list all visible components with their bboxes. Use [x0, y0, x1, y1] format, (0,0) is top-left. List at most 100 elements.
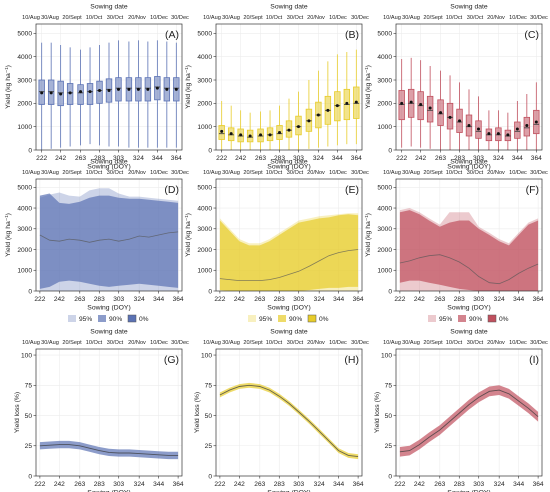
- y-tick-label: 3000: [197, 226, 212, 233]
- legend-label: 90%: [109, 316, 122, 323]
- top-tick-label: 20/Nov: [307, 170, 325, 176]
- box-mean-point: [534, 120, 538, 124]
- series-line-0-percent: [39, 231, 179, 243]
- top-tick-label: 30/Aug: [222, 340, 240, 346]
- x-tick-label: 324: [494, 481, 505, 488]
- x-tick-label: 222: [34, 296, 45, 303]
- top-tick-label: 20/Sept: [243, 170, 263, 176]
- top-tick-label: 10/Aug: [22, 340, 40, 346]
- top-tick-label: 30/Aug: [222, 170, 240, 176]
- y-tick-label: 1000: [17, 124, 32, 131]
- x-tick-label: 303: [293, 296, 304, 303]
- y-tick-label: 5000: [17, 185, 32, 192]
- x-tick-label: 324: [134, 481, 145, 488]
- y-axis-title: Yield (kg ha⁻¹): [5, 213, 12, 257]
- panel-e: 222 242 263 283 303 324 344 364 Sowing (DOY) 0 100…: [185, 159, 369, 324]
- x-tick-label: 324: [314, 296, 325, 303]
- box-mean-point: [409, 100, 413, 104]
- box-mean-point: [307, 119, 311, 123]
- y-axis-title: Yield loss (%): [374, 392, 381, 433]
- box-mean-point: [174, 87, 178, 91]
- x-tick-label: 364: [171, 155, 182, 162]
- top-axis-title: Sowing date: [450, 4, 488, 11]
- top-axis-title: Sowing date: [90, 159, 128, 166]
- y-tick-label: 2000: [197, 247, 212, 254]
- x-tick-label: 344: [513, 481, 524, 488]
- panel-label: (D): [164, 184, 179, 196]
- box-mean-point: [354, 100, 358, 104]
- box-mean-point: [68, 91, 72, 95]
- top-tick-label: 20/Sept: [243, 15, 263, 21]
- box-mean-point: [268, 133, 272, 137]
- top-tick-label: 20/Nov: [487, 15, 505, 21]
- x-axis-title: Sowing (DOY): [87, 305, 130, 312]
- legend-swatch-95: [68, 315, 76, 322]
- box-mean-point: [335, 104, 339, 108]
- legend-label: 95%: [259, 316, 272, 323]
- y-tick-label: 0: [388, 147, 392, 154]
- box-mean-point: [296, 125, 300, 129]
- y-tick-label: 75: [385, 383, 393, 390]
- top-tick-label: 30/Aug: [402, 340, 420, 346]
- y-tick-label: 2000: [17, 247, 32, 254]
- y-tick-label: 0: [208, 147, 212, 154]
- x-tick-label: 283: [94, 155, 105, 162]
- plot-frame: [395, 23, 543, 151]
- y-tick-label: 3000: [377, 226, 392, 233]
- panel-label: (I): [529, 354, 539, 366]
- x-tick-label: 242: [54, 296, 65, 303]
- y-tick-label: 2000: [197, 101, 212, 108]
- box-mean-point: [326, 108, 330, 112]
- plot-frame: [395, 348, 543, 477]
- box-mean-point: [448, 115, 452, 119]
- x-tick-label: 303: [113, 155, 124, 162]
- x-tick-label: 283: [454, 296, 465, 303]
- x-tick-label: 242: [415, 155, 426, 162]
- plot-frame: [35, 348, 183, 477]
- x-tick-label: 242: [55, 155, 66, 162]
- legend-swatch-95: [428, 315, 436, 322]
- panel-label: (B): [345, 29, 359, 41]
- top-tick-label: 10/Aug: [203, 15, 221, 21]
- y-axis-title: Yield loss (%): [14, 392, 21, 433]
- panel-d: 222 242 263 283 303 324 344 364 Sowing (DOY) 0 100…: [5, 159, 189, 324]
- y-tick-label: 2000: [377, 101, 392, 108]
- x-axis-title: Sowing (DOY): [267, 164, 310, 171]
- legend-swatch-90: [458, 315, 466, 322]
- box-mean-point: [476, 127, 480, 131]
- y-tick-label: 75: [25, 383, 33, 390]
- y-axis-title: Yield (kg ha⁻¹): [185, 213, 192, 257]
- top-tick-label: 30/Aug: [402, 15, 420, 21]
- y-tick-label: 4000: [197, 54, 212, 61]
- top-tick-label: 30/Oct: [107, 15, 124, 21]
- y-axis-title: Yield (kg ha⁻¹): [5, 65, 12, 109]
- y-tick-label: 50: [25, 413, 33, 420]
- box: [86, 83, 94, 105]
- box-mean-point: [287, 128, 291, 132]
- y-tick-label: 5000: [197, 31, 212, 38]
- top-tick-label: 10/Dec: [150, 340, 168, 346]
- panel-label: (A): [165, 29, 179, 41]
- top-tick-label: 30/Dec: [171, 170, 189, 176]
- top-tick-label: 30/Dec: [351, 340, 369, 346]
- x-axis-title: Sowing (DOY): [267, 305, 310, 312]
- top-tick-label: 30/Aug: [41, 15, 59, 21]
- x-axis-title: Sowing (DOY): [447, 164, 490, 171]
- x-tick-label: 283: [274, 155, 285, 162]
- x-tick-label: 364: [173, 296, 184, 303]
- box-mean-point: [116, 87, 120, 91]
- top-axis-title: Sowing date: [90, 4, 128, 11]
- top-tick-label: 20/Sept: [62, 340, 82, 346]
- top-tick-label: 10/Aug: [203, 340, 221, 346]
- box-mean-point: [49, 91, 53, 95]
- y-tick-label: 4000: [197, 205, 212, 212]
- top-tick-label: 20/Sept: [243, 340, 263, 346]
- top-tick-label: 30/Oct: [467, 15, 484, 21]
- y-axis-title: Yield (kg ha⁻¹): [185, 65, 192, 109]
- y-tick-label: 25: [385, 443, 393, 450]
- top-axis-title: Sowing date: [90, 329, 128, 336]
- top-tick-label: 20/Nov: [307, 340, 325, 346]
- box-mean-point: [165, 87, 169, 91]
- legend-swatch-95: [248, 315, 256, 322]
